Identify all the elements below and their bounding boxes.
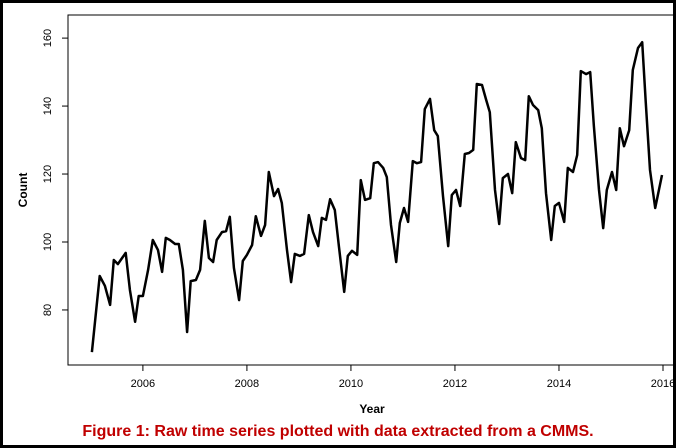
x-tick-label: 2016 bbox=[651, 378, 675, 390]
series-line bbox=[90, 40, 664, 353]
y-axis-label: Count bbox=[16, 173, 30, 208]
caption: Figure 1: Raw time series plotted with d… bbox=[82, 423, 593, 440]
x-tick-label: 2008 bbox=[235, 378, 259, 390]
y-tick-label: 160 bbox=[42, 29, 54, 47]
plot-box bbox=[67, 14, 676, 366]
y-tick-label: 120 bbox=[42, 165, 54, 183]
x-tick-label: 2012 bbox=[443, 378, 467, 390]
x-axis-label: Year bbox=[359, 402, 385, 416]
x-tick-label: 2014 bbox=[547, 378, 571, 390]
y-tick-label: 100 bbox=[42, 233, 54, 251]
y-tick-label: 140 bbox=[42, 97, 54, 115]
x-tick-label: 2010 bbox=[339, 378, 363, 390]
y-tick-label: 80 bbox=[42, 304, 54, 316]
x-tick-label: 2006 bbox=[131, 378, 155, 390]
